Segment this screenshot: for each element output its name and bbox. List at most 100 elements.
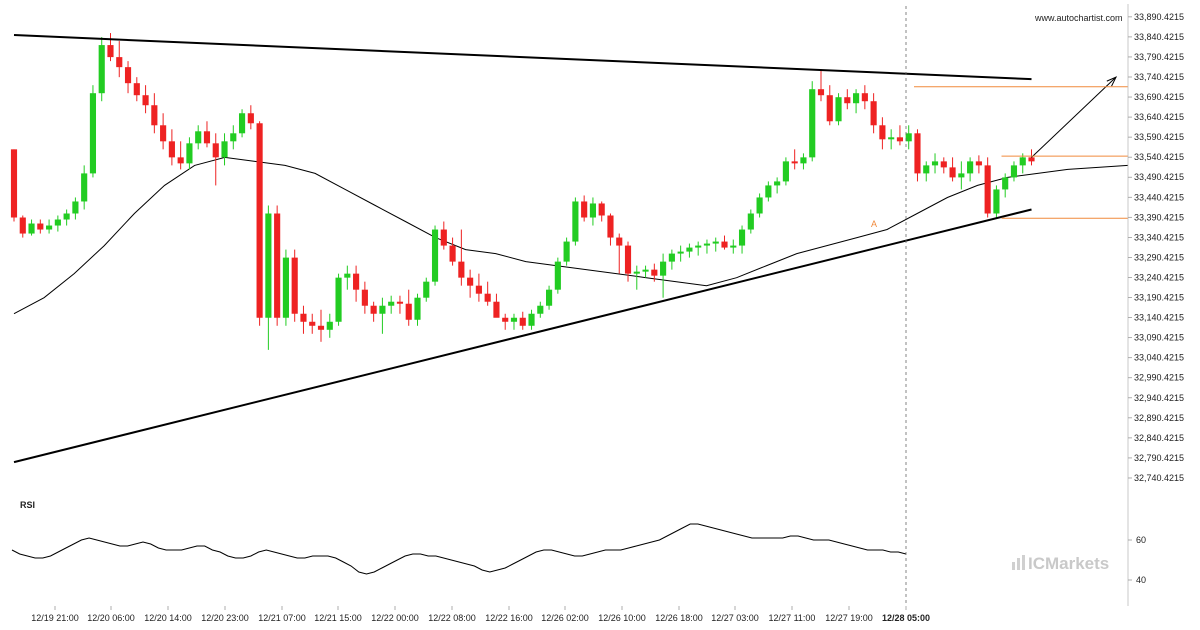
time-tick-label: 12/19 21:00 [31, 613, 79, 623]
candle [81, 165, 88, 210]
rsi-title: RSI [20, 500, 35, 510]
candle [958, 161, 965, 190]
candle [519, 311, 526, 330]
candle [782, 157, 789, 186]
price-tick-label: 33,440.4215 [1134, 192, 1184, 202]
candle [896, 125, 904, 146]
time-tick-label: 12/26 02:00 [541, 613, 589, 623]
time-tick-label: 12/21 07:00 [258, 613, 306, 623]
candle [414, 293, 421, 326]
candle [212, 133, 219, 186]
candle [537, 301, 544, 318]
candle [133, 77, 140, 102]
point-label: A [871, 219, 877, 229]
candle [484, 281, 491, 306]
candle [353, 265, 360, 302]
candle [589, 197, 596, 226]
candle [1010, 161, 1018, 182]
candle [651, 263, 658, 282]
candle [931, 153, 939, 174]
candle [774, 177, 781, 194]
time-tick-label: 12/22 08:00 [428, 613, 476, 623]
candle [975, 155, 982, 174]
price-tick-label: 33,840.4215 [1134, 32, 1184, 42]
candle [28, 219, 35, 236]
candle [695, 241, 702, 256]
price-tick-label: 32,890.4215 [1134, 413, 1184, 423]
price-tick-label: 33,140.4215 [1134, 313, 1184, 323]
candle [923, 161, 930, 182]
candle [563, 237, 570, 266]
candle [616, 233, 623, 274]
candle [914, 129, 921, 182]
candle [335, 273, 342, 326]
candle [967, 157, 974, 182]
price-tick-label: 33,690.4215 [1134, 92, 1184, 102]
candle [344, 265, 351, 290]
candle [186, 137, 193, 170]
candle [747, 209, 754, 234]
candle [317, 309, 325, 342]
candle [274, 205, 281, 326]
price-tick-label: 33,590.4215 [1134, 132, 1184, 142]
candle [124, 61, 132, 94]
candle [765, 181, 772, 202]
candle [467, 269, 474, 298]
candle [230, 125, 237, 150]
candle [686, 243, 693, 258]
candle [151, 93, 158, 134]
trendlines-layer [13, 34, 1118, 464]
moving-average-layer [13, 156, 1129, 315]
candle [598, 201, 605, 222]
candle [581, 195, 588, 222]
bar-chart-icon [1012, 555, 1025, 570]
price-tick-label: 32,840.4215 [1134, 433, 1184, 443]
candle [361, 281, 368, 314]
candle [826, 85, 833, 126]
time-tick-label: 12/28 05:00 [882, 613, 930, 623]
time-tick-label: 12/22 16:00 [485, 613, 533, 623]
price-tick-label: 33,890.4215 [1134, 12, 1184, 22]
candle [89, 85, 97, 178]
candle [142, 85, 149, 114]
candle [19, 215, 26, 238]
candle [844, 89, 851, 110]
candle [440, 221, 447, 250]
candle [730, 239, 737, 254]
candle [221, 133, 228, 166]
candle [203, 121, 211, 148]
candle [300, 305, 307, 334]
time-tick-label: 12/22 00:00 [371, 613, 419, 623]
candle [677, 245, 684, 262]
rsi-tick-label: 40 [1136, 575, 1146, 585]
candle [177, 141, 184, 170]
price-tick-label: 33,340.4215 [1134, 232, 1184, 242]
candle [861, 85, 868, 110]
candle [282, 249, 289, 326]
candle [326, 313, 333, 338]
candle [703, 239, 711, 254]
time-tick-label: 12/26 10:00 [598, 613, 646, 623]
price-tick-label: 33,390.4215 [1134, 212, 1184, 222]
price-tick-label: 33,490.4215 [1134, 172, 1184, 182]
candle [668, 249, 675, 270]
brand-prefix: IC [1028, 554, 1045, 573]
candle [160, 113, 167, 150]
candle [809, 81, 816, 162]
price-tick-label: 33,790.4215 [1134, 52, 1184, 62]
projection-arrow [1031, 76, 1117, 158]
candle [54, 215, 61, 232]
candle [949, 157, 956, 182]
candle [168, 129, 175, 166]
candle [238, 109, 246, 138]
candle [291, 249, 298, 322]
candle [396, 295, 404, 314]
candle [256, 121, 263, 326]
levels-layer [914, 86, 1128, 219]
time-tick-label: 12/21 15:00 [314, 613, 362, 623]
candle [738, 225, 746, 254]
candle [853, 89, 860, 114]
price-tick-label: 32,990.4215 [1134, 373, 1184, 383]
candle [1019, 153, 1026, 174]
candle [546, 285, 553, 310]
